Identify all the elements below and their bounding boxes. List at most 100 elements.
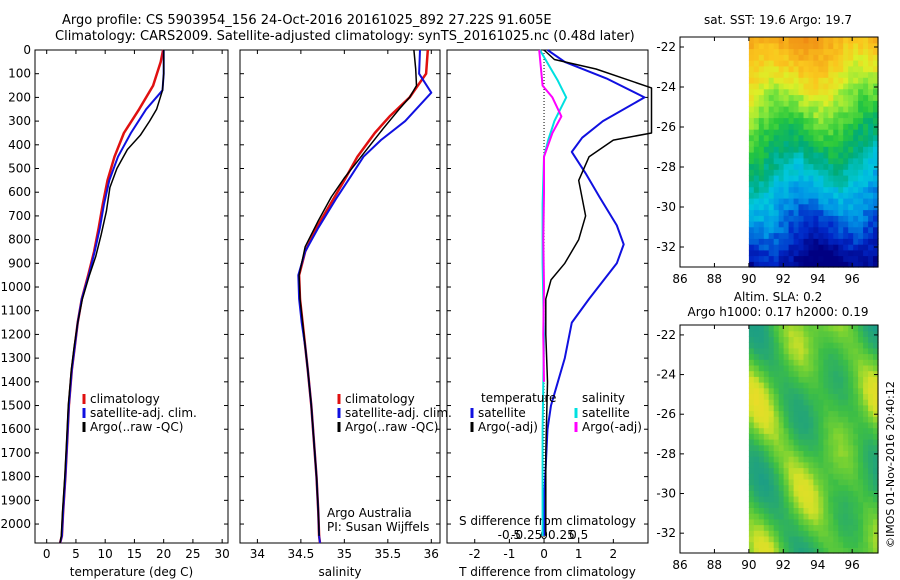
sla-cell xyxy=(868,467,874,474)
x-tick-label: 1 xyxy=(575,547,583,561)
sst-cell xyxy=(823,111,829,119)
sst-cell xyxy=(828,209,834,216)
sla-cell xyxy=(773,547,780,554)
sla-cell xyxy=(763,456,770,463)
sla-cell xyxy=(828,541,834,548)
sst-cell xyxy=(798,186,805,193)
sla-cell xyxy=(768,421,775,429)
sla-cell xyxy=(808,353,815,360)
sla-cell xyxy=(773,467,780,474)
sla-cell xyxy=(803,353,810,360)
sst-cell xyxy=(798,192,805,199)
sla-cell xyxy=(773,364,780,372)
sst-cell xyxy=(768,261,775,268)
sla-cell xyxy=(763,410,770,417)
sla-cell xyxy=(798,330,805,337)
sla-cell xyxy=(823,450,829,457)
sst-cell xyxy=(873,232,879,239)
sst-cell xyxy=(803,83,810,90)
sla-cell xyxy=(818,359,824,366)
sst-cell xyxy=(763,221,770,228)
sla-cell xyxy=(863,399,869,406)
sla-cell xyxy=(778,456,785,463)
sst-cell xyxy=(828,129,834,136)
sla-cell xyxy=(758,490,765,497)
sst-cell xyxy=(873,221,879,228)
sst-cell xyxy=(803,163,810,170)
sla-cell xyxy=(858,461,864,469)
sla-cell xyxy=(868,473,874,480)
sst-cell xyxy=(768,123,775,130)
sst-cell xyxy=(753,221,760,228)
sst-cell xyxy=(763,123,770,130)
sst-cell xyxy=(848,238,854,245)
sla-cell xyxy=(853,541,859,548)
sla-cell xyxy=(763,359,770,366)
sst-cell xyxy=(808,42,815,50)
sst-cell xyxy=(858,244,864,251)
y-tick-label: 1600 xyxy=(0,422,31,436)
sst-cell xyxy=(823,215,829,222)
sla-cell xyxy=(798,467,805,474)
sla-cell xyxy=(778,336,785,343)
sla-cell xyxy=(783,364,790,372)
sst-cell xyxy=(803,198,810,205)
sla-cell xyxy=(773,387,780,394)
sla-cell xyxy=(768,541,775,548)
sst-cell xyxy=(873,94,879,101)
sla-cell xyxy=(773,347,780,355)
sst-cell xyxy=(813,71,819,78)
sla-cell xyxy=(833,376,839,383)
sst-cell xyxy=(843,100,849,107)
sst-cell xyxy=(828,255,834,262)
sla-cell xyxy=(813,336,819,343)
sst-cell xyxy=(798,129,805,136)
sla-cell xyxy=(773,444,780,451)
sla-cell xyxy=(798,353,805,360)
sst-cell xyxy=(843,180,849,188)
x-tick-label: -2 xyxy=(469,547,481,561)
sst-cell xyxy=(748,134,755,142)
sst-heatmap-cells xyxy=(748,37,879,268)
sla-cell xyxy=(793,347,800,355)
sla-cell xyxy=(758,461,765,469)
sst-cell xyxy=(808,37,815,44)
sst-cell xyxy=(763,175,770,182)
sla-cell xyxy=(843,325,849,332)
sst-cell xyxy=(803,140,810,147)
sst-cell xyxy=(798,180,805,188)
sst-cell xyxy=(853,71,859,78)
sst-cell xyxy=(848,198,854,205)
sst-cell xyxy=(848,123,854,130)
sla-cell xyxy=(823,342,829,349)
sst-cell xyxy=(748,140,755,147)
sla-cell xyxy=(858,530,864,537)
sla-cell xyxy=(853,439,859,446)
sst-cell xyxy=(753,163,760,170)
sst-cell xyxy=(793,209,800,216)
sla-cell xyxy=(763,370,770,377)
sla-cell xyxy=(873,421,879,429)
sla-cell xyxy=(783,535,790,543)
sst-cell xyxy=(783,117,790,124)
sla-cell xyxy=(858,484,864,491)
sla-cell xyxy=(838,410,844,417)
sla-cell xyxy=(798,473,805,480)
sla-cell xyxy=(858,547,864,554)
sla-cell xyxy=(818,410,824,417)
sla-cell xyxy=(768,336,775,343)
sst-cell xyxy=(768,163,775,170)
sla-cell xyxy=(853,524,859,531)
sla-cell xyxy=(798,478,805,486)
sst-cell xyxy=(783,180,790,188)
sst-cell xyxy=(748,83,755,90)
sst-cell xyxy=(843,123,849,130)
sst-cell xyxy=(838,255,844,262)
sst-cell xyxy=(833,221,839,228)
sla-cell xyxy=(788,456,795,463)
sla-cell xyxy=(813,416,819,423)
sst-cell xyxy=(793,100,800,107)
sst-cell xyxy=(773,255,780,262)
sla-cell xyxy=(808,530,815,537)
sst-cell xyxy=(863,244,869,251)
